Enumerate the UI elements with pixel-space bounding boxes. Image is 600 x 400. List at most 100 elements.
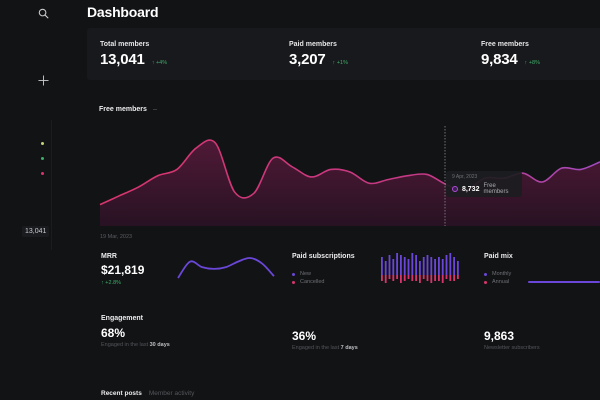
sidebar: 13,041 — [0, 0, 84, 400]
bar-cancelled — [422, 275, 425, 279]
bar-new — [384, 261, 387, 275]
bar-cancelled — [441, 275, 444, 283]
legend-annual: Annual — [484, 278, 600, 286]
engagement-subtext: Engaged in the last 7 days — [292, 345, 358, 351]
bar-new — [403, 257, 406, 275]
paid-subscriptions-title: Paid subscriptions — [292, 253, 355, 260]
bar-cancelled — [426, 275, 429, 281]
bar-new — [426, 255, 429, 275]
stat-label: Total members — [100, 41, 150, 48]
engagement-subtext: Engaged in the last 30 days — [101, 342, 170, 348]
subscribers-value: 9,863 — [484, 329, 515, 343]
engagement-7d[interactable]: 36% Engaged in the last 7 days — [292, 325, 358, 351]
tooltip-label: Free members — [483, 183, 509, 195]
engagement-30d[interactable]: Engagement 68% Engaged in the last 30 da… — [101, 315, 170, 348]
stat-total-members[interactable]: Total members 13,041 ↑ +4% — [100, 41, 167, 68]
bar-cancelled — [449, 275, 452, 281]
stat-label: Free members — [481, 41, 529, 48]
bar-new — [453, 257, 455, 275]
legend-label: Annual — [492, 279, 510, 285]
stats-strip: Total members 13,041 ↑ +4% Paid members … — [87, 28, 600, 80]
stat-delta: ↑ +8% — [524, 60, 540, 66]
bar-cancelled — [434, 275, 436, 281]
legend-swatch — [292, 280, 295, 284]
bar-new — [415, 255, 417, 275]
mrr-delta: ↑ +2.8% — [101, 280, 122, 286]
paid-subscriptions-chart — [381, 253, 459, 283]
bar-new — [396, 253, 398, 275]
status-dot-red — [41, 172, 44, 175]
bar-cancelled — [445, 275, 448, 279]
bar-cancelled — [392, 275, 395, 281]
bar-cancelled — [453, 275, 455, 281]
legend-label: Monthly — [492, 271, 512, 277]
bar-cancelled — [457, 275, 459, 279]
engagement-title: Engagement — [101, 315, 144, 322]
plus-icon — [37, 74, 49, 86]
bar-new — [430, 257, 433, 275]
tooltip-date: 9 Apr, 2023 — [452, 174, 478, 180]
bar-new — [388, 255, 391, 275]
mrr-line — [177, 257, 275, 279]
bar-new — [434, 259, 436, 275]
bar-cancelled — [403, 275, 406, 281]
stat-free-members[interactable]: Free members 9,834 ↑ +8% — [481, 41, 540, 68]
legend-swatch — [292, 272, 295, 276]
mrr-section[interactable]: MRR $21,819 ↑ +2.8% — [101, 253, 281, 298]
legend-new: New — [292, 270, 467, 278]
legend-swatch — [484, 280, 487, 284]
tab-member-activity[interactable]: Member activity — [148, 390, 195, 397]
tab-recent-posts[interactable]: Recent posts — [101, 390, 142, 397]
tooltip-marker-icon — [452, 186, 458, 192]
bar-new — [407, 259, 410, 275]
stat-delta: ↑ +4% — [151, 60, 168, 66]
newsletter-subscribers[interactable]: 9,863 Newsletter subscribers — [484, 325, 540, 351]
free-members-chart[interactable] — [87, 100, 600, 230]
bar-cancelled — [419, 275, 421, 283]
stat-delta: ↑ +1% — [332, 60, 348, 66]
bar-cancelled — [384, 275, 387, 283]
status-dot-yellow — [41, 142, 44, 145]
legend-label: New — [300, 271, 312, 277]
paid-subscriptions-section[interactable]: Paid subscriptions New Cancelled — [292, 253, 467, 298]
x-axis-start-label: 19 Mar, 2023 — [100, 234, 133, 240]
bar-new — [449, 253, 452, 275]
add-button[interactable] — [34, 71, 52, 89]
bar-new — [411, 253, 414, 275]
legend-cancelled: Cancelled — [292, 278, 467, 286]
bar-new — [392, 259, 395, 275]
chart-title: Free members — [99, 106, 147, 113]
sidebar-divider — [51, 120, 52, 250]
activity-tabs: Recent posts Member activity — [101, 390, 194, 397]
status-dot-green — [41, 157, 44, 160]
bar-cancelled — [388, 275, 391, 279]
stat-value: 13,041 — [100, 51, 145, 68]
stat-paid-members[interactable]: Paid members 3,207 ↑ +1% — [289, 41, 348, 68]
bar-cancelled — [381, 275, 383, 281]
bar-new — [457, 261, 459, 275]
free-members-area — [100, 140, 600, 226]
legend-label: Cancelled — [300, 279, 325, 285]
mrr-sparkline — [177, 257, 275, 279]
legend-swatch — [484, 272, 487, 276]
bar-cancelled — [415, 275, 417, 281]
bar-new — [441, 259, 444, 275]
subscribers-subtext: Newsletter subscribers — [484, 345, 540, 351]
paid-mix-section[interactable]: Paid mix Monthly Annual — [484, 253, 600, 298]
bar-new — [419, 261, 421, 275]
bar-cancelled — [411, 275, 414, 281]
stat-value: 3,207 — [289, 51, 326, 68]
mrr-value: $21,819 — [101, 263, 145, 277]
legend-monthly: Monthly — [484, 270, 600, 278]
bar-new — [400, 255, 402, 275]
chart-title-separator — [153, 109, 157, 110]
bar-new — [438, 257, 440, 275]
member-count-badge: 13,041 — [22, 226, 50, 237]
bar-cancelled — [396, 275, 398, 279]
bar-cancelled — [400, 275, 402, 283]
bar-cancelled — [407, 275, 410, 279]
page-title: Dashboard — [87, 4, 159, 20]
stat-value: 9,834 — [481, 51, 518, 68]
search-button[interactable] — [34, 4, 52, 22]
engagement-value: 68% — [101, 326, 126, 340]
